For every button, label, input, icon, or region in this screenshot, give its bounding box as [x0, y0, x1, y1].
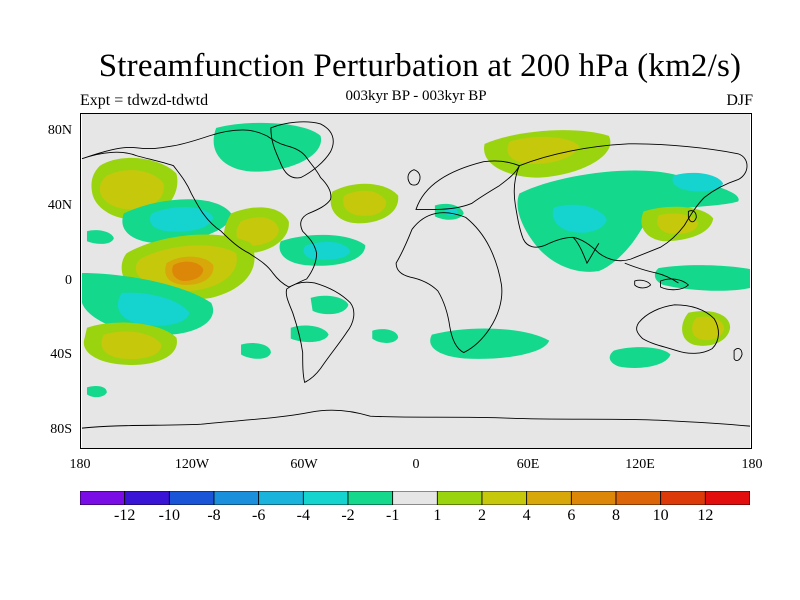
contour-region	[213, 122, 322, 172]
colorbar-tick-label: 8	[612, 507, 620, 524]
coastline	[81, 129, 332, 288]
contour-region	[149, 207, 214, 232]
contour-region	[343, 190, 387, 216]
season-label: DJF	[726, 92, 753, 109]
coastline	[624, 262, 679, 284]
contour-region	[101, 331, 162, 360]
colorbar-swatch	[124, 491, 170, 505]
contour-region	[517, 170, 739, 272]
x-tick-label: 0	[412, 457, 420, 472]
contour-region	[654, 265, 750, 291]
coastline	[636, 304, 719, 354]
colorbar-swatch	[302, 491, 349, 505]
contour-region	[507, 136, 580, 165]
coastline	[513, 143, 748, 262]
x-tick-label: 120E	[625, 457, 655, 472]
colorbar-swatch	[347, 491, 394, 505]
colorbar-tick-label: 2	[478, 507, 486, 524]
map-plot	[80, 113, 752, 449]
y-tick-label: 80N	[47, 123, 72, 138]
coastline	[270, 121, 334, 179]
y-tick-label: 0	[65, 273, 72, 288]
colorbar-swatch	[570, 491, 617, 505]
colorbar-tick-label: -10	[158, 507, 180, 524]
coastline	[81, 409, 751, 429]
colorbar-swatch	[704, 491, 750, 505]
coastline	[660, 278, 690, 291]
coastline	[634, 279, 652, 289]
coastline	[395, 212, 503, 354]
colorbar-tick-label: -12	[113, 507, 136, 524]
coastline	[407, 169, 421, 186]
colorbar-tick-label: 10	[652, 507, 669, 524]
contour-region	[310, 295, 349, 315]
x-tick-label: 60W	[290, 457, 318, 472]
contour-region	[430, 328, 550, 359]
contour-region	[236, 217, 279, 246]
colorbar-swatch	[80, 491, 126, 505]
colorbar-swatch	[213, 491, 260, 505]
y-tick-label: 40N	[47, 198, 72, 213]
coastlines	[81, 121, 751, 429]
colorbar-swatch	[436, 491, 483, 505]
contour-region	[241, 343, 271, 359]
colorbar-swatch	[615, 491, 662, 505]
contour-region	[117, 292, 190, 326]
contour-region	[172, 261, 204, 281]
contour-region	[99, 170, 164, 210]
colorbar-tick-label: 12	[697, 507, 714, 524]
contour-region	[86, 230, 114, 244]
contour-region	[303, 241, 351, 260]
coastline	[415, 160, 520, 210]
y-tick-label: 80S	[50, 422, 72, 437]
contour-region	[609, 347, 671, 368]
colorbar-tick-label: -6	[251, 507, 266, 524]
coastline	[285, 281, 355, 384]
colorbar-tick-label: -4	[296, 507, 310, 524]
x-tick-label: 60E	[516, 457, 540, 472]
coastline	[572, 236, 600, 265]
colorbar	[80, 491, 750, 505]
coastline	[733, 348, 743, 362]
x-tick-label: 120W	[174, 457, 210, 472]
colorbar-swatch	[392, 491, 438, 505]
contour-region	[672, 172, 724, 192]
contour-region	[372, 329, 399, 344]
contour-region	[86, 385, 107, 398]
colorbar-tick-label: 6	[567, 507, 576, 524]
colorbar-tick-label: -1	[385, 507, 400, 524]
colorbar-swatch	[258, 491, 304, 505]
y-tick-label: 40S	[50, 347, 72, 362]
colorbar-tick-label: 1	[433, 507, 442, 524]
contour-fills	[82, 122, 750, 398]
colorbar-swatch	[526, 491, 572, 505]
contour-region	[552, 204, 607, 233]
plot-title: Streamfunction Perturbation at 200 hPa (…	[98, 48, 742, 84]
x-tick-label: 180	[69, 457, 91, 472]
colorbar-swatch	[660, 491, 706, 505]
colorbar-tick-label: 4	[522, 507, 531, 524]
colorbar-swatch	[481, 491, 528, 505]
colorbar-tick-label: -2	[341, 507, 355, 524]
coastline	[687, 210, 697, 223]
experiment-label: Expt = tdwzd-tdwtd	[80, 92, 209, 109]
x-tick-label: 180	[741, 457, 763, 472]
colorbar-tick-label: -8	[207, 507, 221, 524]
period-label: 003kyr BP - 003kyr BP	[345, 88, 487, 104]
colorbar-swatch	[168, 491, 215, 505]
